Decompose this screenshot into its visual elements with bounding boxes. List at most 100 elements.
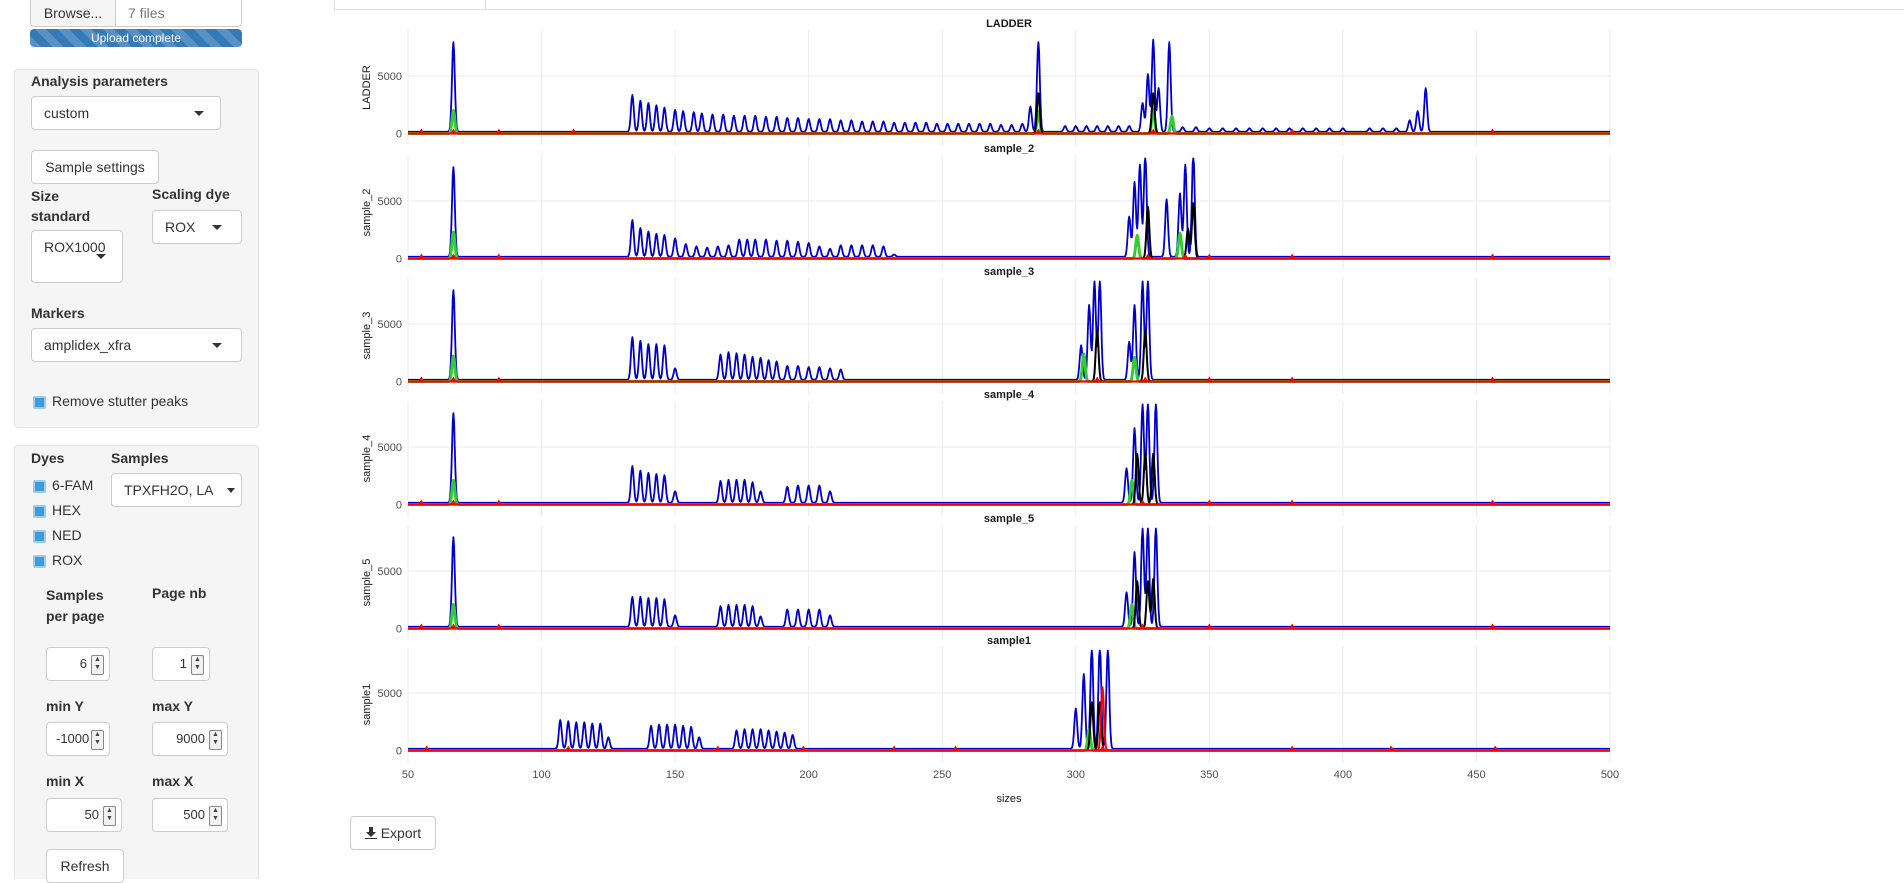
x-tick-label: 500 xyxy=(1601,769,1619,781)
chevron-down-icon xyxy=(212,225,222,230)
panel-sample_5-title: sample_5 xyxy=(984,513,1034,525)
export-button[interactable]: Export xyxy=(350,816,436,850)
panel-sample_4-title: sample_4 xyxy=(984,389,1035,401)
min-y-input[interactable]: -1000 ▲ ▼ xyxy=(46,722,110,756)
red-peak-marker xyxy=(565,745,572,751)
panel-sample1-red-peak-trace xyxy=(407,686,1611,752)
red-peak-marker xyxy=(450,128,457,134)
y-tick-label: 5000 xyxy=(378,319,402,331)
panel-sample_2-title: sample_2 xyxy=(984,143,1034,155)
spinner-arrows-icon[interactable]: ▲ ▼ xyxy=(191,655,204,675)
red-peak-marker xyxy=(1289,623,1296,629)
samples-select[interactable]: TPXFH2O, LA xyxy=(111,473,242,507)
tab-strip xyxy=(334,0,1904,10)
markers-select[interactable]: amplidex_xfra xyxy=(31,328,242,362)
size-standard-select[interactable]: ROX1000 xyxy=(31,230,123,283)
y-tick-label: 5000 xyxy=(378,442,402,454)
max-x-label: max X xyxy=(152,773,194,789)
spinner-arrows-icon[interactable]: ▲ ▼ xyxy=(91,655,104,675)
chart-panel: 0 5000 sample1 sample1 xyxy=(361,635,1611,762)
red-peak-marker xyxy=(1289,128,1296,134)
red-peak-marker xyxy=(1492,745,1499,751)
min-x-value: 50 xyxy=(84,807,99,822)
scaling-dye-label: Scaling dye xyxy=(152,186,230,202)
red-peak-marker xyxy=(1182,253,1189,259)
scaling-dye-value: ROX xyxy=(165,219,196,235)
x-tick-label: 100 xyxy=(532,769,550,781)
y-tick-label: 5000 xyxy=(378,566,402,578)
chevron-down-icon xyxy=(212,343,222,348)
spinner-arrows-icon[interactable]: ▲ ▼ xyxy=(209,806,222,826)
red-peak-marker xyxy=(495,253,502,259)
chevron-down-icon xyxy=(194,111,204,116)
remove-stutter-checkbox[interactable] xyxy=(33,396,46,409)
max-y-input[interactable]: 9000 ▲ ▼ xyxy=(152,722,228,756)
red-peak-marker xyxy=(1489,253,1496,259)
samples-label: Samples xyxy=(111,450,169,466)
spinner-arrows-icon[interactable]: ▲ ▼ xyxy=(209,730,222,750)
red-peak-marker xyxy=(450,376,457,382)
max-y-value: 9000 xyxy=(176,731,205,746)
refresh-button[interactable]: Refresh xyxy=(46,849,124,883)
chart-panel: 0 5000 sample_5 sample_5 xyxy=(361,513,1611,640)
red-peak-marker xyxy=(1139,499,1146,505)
y-tick-label: 5000 xyxy=(378,688,402,700)
red-peak-marker xyxy=(423,745,430,751)
tab-active[interactable] xyxy=(334,0,486,9)
samples-per-page-label: Samples per page xyxy=(46,587,105,624)
red-peak-marker xyxy=(495,376,502,382)
spinner-arrows-icon[interactable]: ▲ ▼ xyxy=(103,806,116,826)
red-peak-marker xyxy=(800,745,807,751)
dye-checkbox-rox[interactable] xyxy=(33,555,46,568)
page-nb-input[interactable]: 1 ▲ ▼ xyxy=(152,647,210,681)
chart-panel: 0 5000 LADDER LADDER xyxy=(361,18,1611,145)
chart-panel: 0 5000 sample_2 sample_2 xyxy=(361,143,1611,270)
dye-label-hex: HEX xyxy=(52,502,81,518)
chevron-down-icon xyxy=(227,488,235,493)
max-x-input[interactable]: 500 ▲ ▼ xyxy=(152,798,228,832)
file-count-text: 7 files xyxy=(128,5,165,21)
download-icon xyxy=(364,827,377,839)
panel-sample1-black-trace xyxy=(407,701,1611,752)
browse-button[interactable]: Browse... xyxy=(31,0,116,26)
scaling-dye-select[interactable]: ROX xyxy=(152,210,242,244)
file-upload-input[interactable]: Browse... 7 files xyxy=(30,0,242,27)
sample-settings-button[interactable]: Sample settings xyxy=(31,150,159,184)
x-tick-label: 150 xyxy=(666,769,684,781)
dyes-label: Dyes xyxy=(31,450,65,466)
samples-per-page-input[interactable]: 6 ▲ ▼ xyxy=(46,647,110,681)
red-peak-marker xyxy=(1489,499,1496,505)
red-peak-marker xyxy=(1289,499,1296,505)
dye-checkbox-6fam[interactable] xyxy=(33,480,46,493)
panel-sample_3-green-trace xyxy=(407,352,1611,383)
red-peak-marker xyxy=(418,376,425,382)
red-peak-marker xyxy=(450,253,457,259)
panel-sample_2-black-trace xyxy=(407,202,1611,260)
dye-label-6fam: 6-FAM xyxy=(52,477,94,493)
panel-sample_4-green-trace xyxy=(407,478,1611,506)
markers-label: Markers xyxy=(31,305,85,321)
min-x-label: min X xyxy=(46,773,85,789)
red-peak-marker xyxy=(1206,253,1213,259)
samples-per-page-value: 6 xyxy=(79,656,87,671)
min-x-input[interactable]: 50 ▲ ▼ xyxy=(46,798,122,832)
min-y-value: -1000 xyxy=(56,731,90,746)
panel-sample_2-blue-trace xyxy=(407,157,1611,258)
spinner-arrows-icon[interactable]: ▲ ▼ xyxy=(91,730,104,750)
panel-sample_4-blue-trace xyxy=(407,403,1611,504)
max-x-value: 500 xyxy=(183,807,205,822)
dye-label-rox: ROX xyxy=(52,552,83,568)
x-tick-label: 400 xyxy=(1334,769,1352,781)
red-peak-marker xyxy=(952,745,959,751)
size-standard-value: ROX1000 xyxy=(44,239,106,255)
red-peak-marker xyxy=(891,745,898,751)
red-peak-marker xyxy=(1144,253,1151,259)
panel-sample_5-blue-trace xyxy=(407,527,1611,628)
preset-select[interactable]: custom xyxy=(31,96,221,130)
red-peak-marker xyxy=(1489,623,1496,629)
panel-ladder-black-trace xyxy=(407,92,1611,135)
panel-sample_3-blue-trace xyxy=(407,280,1611,381)
dye-checkbox-ned[interactable] xyxy=(33,530,46,543)
dye-checkbox-hex[interactable] xyxy=(33,505,46,518)
panel-sample_3-ylabel: sample_3 xyxy=(361,312,373,360)
